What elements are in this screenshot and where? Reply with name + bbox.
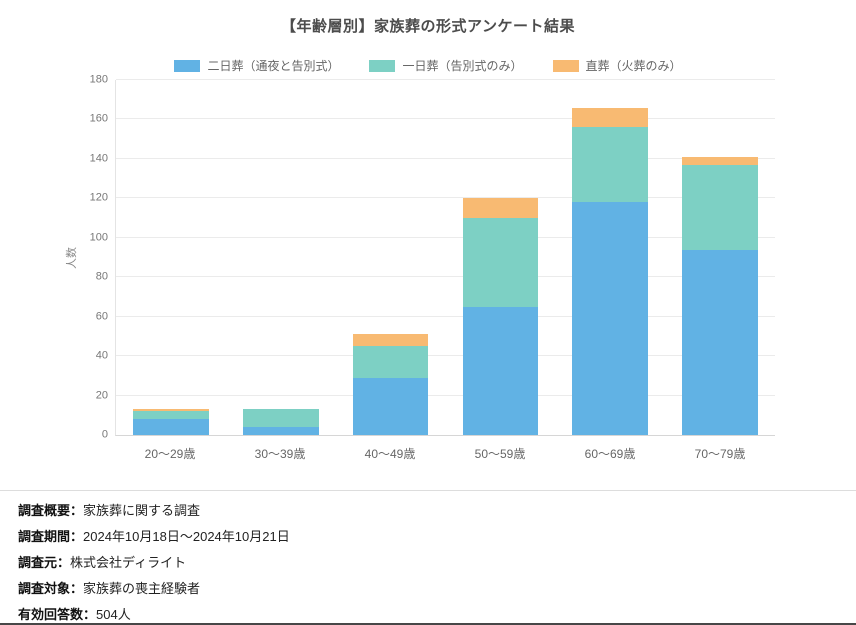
survey-info-row: 有効回答数：504人 <box>18 608 856 621</box>
x-tick-label: 50〜59歳 <box>474 447 526 461</box>
bar-segment[interactable] <box>682 164 758 250</box>
bar-segment[interactable] <box>352 377 429 435</box>
chart-title: 【年齢層別】家族葬の形式アンケート結果 <box>281 18 575 35</box>
survey-info-label: 調査概要： <box>18 503 84 518</box>
bar-segment[interactable] <box>242 409 319 428</box>
survey-info-row: 調査概要：家族葬に関する調査 <box>18 504 856 517</box>
gridline <box>116 394 775 396</box>
bar-slot <box>445 80 555 435</box>
bar-segment[interactable] <box>572 107 649 128</box>
survey-info-row: 調査元：株式会社ディライト <box>18 556 856 569</box>
x-tick-label: 20〜29歳 <box>144 447 196 461</box>
bar-segment[interactable] <box>242 427 319 435</box>
gridline <box>116 118 775 120</box>
stacked-bar[interactable] <box>352 80 429 435</box>
x-tick-label: 30〜39歳 <box>254 447 306 461</box>
legend-label: 直葬（火葬のみ） <box>585 59 682 73</box>
legend-swatch-icon <box>174 59 201 72</box>
gridline <box>116 157 775 159</box>
survey-info-label: 有効回答数： <box>18 607 97 622</box>
survey-info-panel: 調査概要：家族葬に関する調査 調査期間：2024年10月18日〜2024年10月2… <box>0 491 856 625</box>
bar-segment[interactable] <box>352 346 429 378</box>
legend-item[interactable]: 一日葬（告別式のみ） <box>369 57 523 74</box>
bar-segment[interactable] <box>462 218 539 307</box>
bar-segment[interactable] <box>462 306 539 435</box>
y-axis-title: 人数 <box>66 247 78 269</box>
gridline <box>116 236 775 238</box>
y-tick-label: 160 <box>89 112 108 125</box>
stacked-bar[interactable] <box>682 80 758 435</box>
plot-area: 0 20 40 60 80 100 120 140 160 180 <box>90 74 775 440</box>
stacked-bar[interactable] <box>133 80 209 435</box>
stacked-bar[interactable] <box>462 80 539 435</box>
bar-segment[interactable] <box>682 249 758 435</box>
gridline <box>116 79 775 80</box>
stacked-bar[interactable] <box>242 80 319 435</box>
survey-info-value: 504人 <box>96 607 131 622</box>
bar-segment[interactable] <box>572 127 649 203</box>
y-tick-label: 40 <box>95 349 108 362</box>
legend-label: 一日葬（告別式のみ） <box>402 59 523 73</box>
survey-info-label: 調査期間： <box>18 529 84 544</box>
gridline <box>116 315 775 317</box>
gridline <box>116 355 775 357</box>
y-tick-label: 80 <box>95 270 108 283</box>
gridline <box>116 197 775 199</box>
survey-info-label: 調査対象： <box>18 581 84 596</box>
gridline <box>116 276 775 278</box>
survey-info-label: 調査元： <box>18 555 71 570</box>
bar-slot <box>555 80 665 435</box>
legend-label: 二日葬（通夜と告別式） <box>207 59 340 73</box>
y-tick-label: 100 <box>89 231 108 244</box>
bar-segment[interactable] <box>133 411 209 420</box>
survey-info-value: 2024年10月18日〜2024年10月21日 <box>83 529 290 544</box>
stacked-bar[interactable] <box>572 80 649 435</box>
bar-segment[interactable] <box>682 156 758 165</box>
survey-info-value: 株式会社ディライト <box>70 555 187 570</box>
y-tick-label: 120 <box>89 191 108 204</box>
bar-segment[interactable] <box>133 419 209 435</box>
legend-item[interactable]: 直葬（火葬のみ） <box>552 57 682 74</box>
legend-swatch-icon <box>369 59 396 72</box>
survey-info-row: 調査対象：家族葬の喪主経験者 <box>18 582 856 595</box>
bar-slot <box>116 80 226 435</box>
x-tick-label: 40〜49歳 <box>364 447 416 461</box>
y-tick-label: 20 <box>95 389 108 402</box>
bar-slot <box>226 80 336 435</box>
bar-segment[interactable] <box>352 334 429 347</box>
y-tick-label: 60 <box>95 310 108 323</box>
chart-legend: 二日葬（通夜と告別式） 一日葬（告別式のみ） 直葬（火葬のみ） <box>0 57 856 74</box>
y-tick-label: 140 <box>89 152 108 165</box>
bar-segment[interactable] <box>133 409 209 412</box>
survey-info-row: 調査期間：2024年10月18日〜2024年10月21日 <box>18 530 856 543</box>
section-divider <box>0 490 856 491</box>
survey-info-value: 家族葬に関する調査 <box>83 503 201 518</box>
legend-swatch-icon <box>552 59 579 72</box>
bar-segment[interactable] <box>462 198 539 219</box>
y-tick-label: 180 <box>89 73 108 86</box>
x-tick-label: 60〜69歳 <box>584 447 636 461</box>
x-axis-labels: 20〜29歳 30〜39歳 40〜49歳 50〜59歳 60〜69歳 70〜79歳 <box>115 445 775 462</box>
x-tick-label: 70〜79歳 <box>694 447 746 461</box>
legend-item[interactable]: 二日葬（通夜と告別式） <box>174 57 339 74</box>
y-tick-label: 0 <box>101 428 108 441</box>
survey-info-value: 家族葬の喪主経験者 <box>83 581 201 596</box>
bar-segment[interactable] <box>572 202 649 435</box>
bar-slot <box>336 80 446 435</box>
bar-slot <box>665 80 775 435</box>
bars-row <box>116 80 775 435</box>
